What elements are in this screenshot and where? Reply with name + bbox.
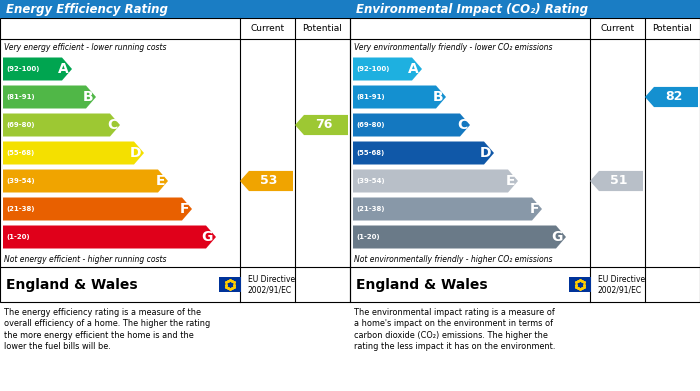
- Polygon shape: [295, 115, 348, 135]
- Polygon shape: [3, 57, 72, 81]
- Text: 51: 51: [610, 174, 627, 188]
- Polygon shape: [3, 197, 192, 221]
- Text: (81-91): (81-91): [6, 94, 34, 100]
- Text: Potential: Potential: [652, 24, 692, 33]
- Text: (69-80): (69-80): [6, 122, 34, 128]
- Text: 76: 76: [315, 118, 332, 131]
- Polygon shape: [3, 113, 120, 136]
- Text: (92-100): (92-100): [6, 66, 39, 72]
- Text: G: G: [202, 230, 213, 244]
- Text: (39-54): (39-54): [356, 178, 384, 184]
- Text: D: D: [130, 146, 141, 160]
- Bar: [0, 18, 350, 302]
- Text: A: A: [408, 62, 419, 76]
- Polygon shape: [353, 113, 470, 136]
- Text: F: F: [179, 202, 189, 216]
- Text: Very environmentally friendly - lower CO₂ emissions: Very environmentally friendly - lower CO…: [354, 43, 552, 52]
- Polygon shape: [353, 86, 446, 108]
- Text: F: F: [529, 202, 539, 216]
- Text: E: E: [155, 174, 165, 188]
- Bar: [0, 0, 350, 18]
- Polygon shape: [3, 226, 216, 249]
- Text: E: E: [505, 174, 515, 188]
- Text: England & Wales: England & Wales: [356, 278, 488, 292]
- Text: (1-20): (1-20): [6, 234, 29, 240]
- Text: England & Wales: England & Wales: [6, 278, 138, 292]
- Text: The environmental impact rating is a measure of
a home's impact on the environme: The environmental impact rating is a mea…: [354, 308, 555, 352]
- Text: 53: 53: [260, 174, 277, 188]
- Text: (92-100): (92-100): [356, 66, 389, 72]
- Polygon shape: [353, 170, 518, 192]
- Text: (39-54): (39-54): [6, 178, 34, 184]
- Text: D: D: [480, 146, 491, 160]
- Text: (69-80): (69-80): [356, 122, 384, 128]
- Text: EU Directive
2002/91/EC: EU Directive 2002/91/EC: [598, 275, 645, 294]
- Text: (1-20): (1-20): [356, 234, 379, 240]
- Text: Potential: Potential: [302, 24, 342, 33]
- Text: (81-91): (81-91): [356, 94, 384, 100]
- Polygon shape: [353, 142, 494, 165]
- Polygon shape: [645, 87, 698, 107]
- Text: C: C: [106, 118, 117, 132]
- Text: C: C: [456, 118, 467, 132]
- Text: 82: 82: [665, 90, 682, 104]
- Text: (55-68): (55-68): [6, 150, 34, 156]
- Polygon shape: [3, 86, 96, 108]
- Polygon shape: [353, 197, 542, 221]
- Text: B: B: [433, 90, 443, 104]
- Bar: [569, 277, 591, 292]
- Polygon shape: [3, 142, 144, 165]
- Polygon shape: [353, 226, 566, 249]
- Text: Energy Efficiency Rating: Energy Efficiency Rating: [6, 2, 168, 16]
- Text: Environmental Impact (CO₂) Rating: Environmental Impact (CO₂) Rating: [356, 2, 588, 16]
- Text: G: G: [552, 230, 563, 244]
- Text: Current: Current: [601, 24, 635, 33]
- Text: A: A: [58, 62, 69, 76]
- Polygon shape: [353, 57, 422, 81]
- Text: EU Directive
2002/91/EC: EU Directive 2002/91/EC: [248, 275, 295, 294]
- Text: (21-38): (21-38): [6, 206, 34, 212]
- Text: Current: Current: [251, 24, 285, 33]
- Polygon shape: [240, 171, 293, 191]
- Text: Very energy efficient - lower running costs: Very energy efficient - lower running co…: [4, 43, 167, 52]
- Polygon shape: [590, 171, 643, 191]
- Text: Not environmentally friendly - higher CO₂ emissions: Not environmentally friendly - higher CO…: [354, 255, 552, 264]
- Text: The energy efficiency rating is a measure of the
overall efficiency of a home. T: The energy efficiency rating is a measur…: [4, 308, 210, 352]
- Bar: [350, 0, 700, 18]
- Text: (21-38): (21-38): [356, 206, 384, 212]
- Text: Not energy efficient - higher running costs: Not energy efficient - higher running co…: [4, 255, 167, 264]
- Text: (55-68): (55-68): [356, 150, 384, 156]
- Bar: [219, 277, 241, 292]
- Text: B: B: [83, 90, 93, 104]
- Polygon shape: [3, 170, 168, 192]
- Bar: [350, 18, 700, 302]
